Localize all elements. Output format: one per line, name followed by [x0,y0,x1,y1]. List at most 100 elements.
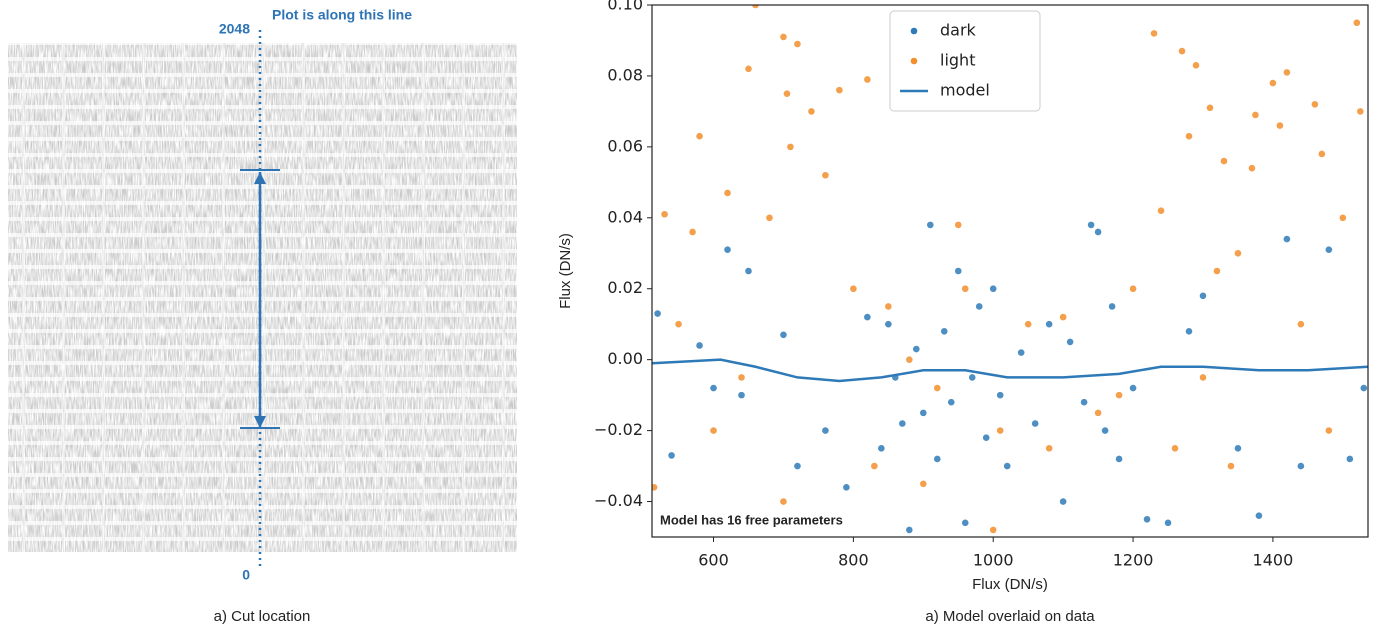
point [745,65,752,73]
point [871,462,878,470]
point [850,285,857,293]
point [738,391,745,399]
point [689,228,696,236]
point [1017,349,1025,356]
point [913,345,920,353]
x-tick-label: 1000 [973,551,1014,570]
point [919,409,927,417]
model-line [652,358,1368,383]
image-noise [8,43,517,552]
point [745,267,752,275]
point [1297,462,1305,470]
point [989,526,997,534]
legend: dark light model [889,10,1041,112]
point [1269,79,1277,87]
point [906,526,913,534]
point [1283,235,1291,243]
point [1094,409,1102,417]
point [933,384,941,392]
point [710,427,717,434]
point [1234,249,1242,257]
point [766,214,773,222]
point [1360,384,1368,392]
top-label: 2048 [219,21,250,37]
point [933,455,941,463]
x-tick-label: 1200 [1113,551,1154,570]
point [919,480,927,488]
point [808,108,815,115]
point [696,132,703,140]
point [1108,303,1116,310]
x-tick-label: 1400 [1253,551,1294,570]
point [1248,164,1256,172]
y-label: Flux (DN/s) [557,233,574,309]
point [1031,420,1039,427]
point [940,327,948,335]
point [1171,445,1179,452]
point [780,33,787,41]
point [675,320,682,328]
y-tick-label: −0.04 [594,491,643,510]
point [1297,320,1305,328]
point [780,331,787,339]
point [1129,384,1137,392]
point [926,221,934,229]
point [1045,445,1053,452]
point [989,285,997,293]
point [1276,122,1284,129]
point [783,90,791,97]
point [1318,150,1326,158]
point [843,484,850,491]
point [1024,320,1032,328]
point [1129,285,1137,293]
point [836,86,843,94]
point [1311,101,1319,108]
point [954,221,962,229]
point [878,445,885,452]
point [885,320,892,328]
point [1059,313,1067,321]
point [996,427,1004,434]
point [1059,498,1067,505]
point [968,374,976,381]
point [961,285,969,293]
point [899,420,906,427]
point [1206,104,1214,112]
point [864,313,871,321]
y-tick-label: 0.02 [607,278,643,297]
legend-label: model [940,81,990,100]
point [1199,292,1207,300]
point [794,462,801,470]
point [654,310,661,317]
point [661,210,668,218]
point [1234,445,1242,452]
point [1192,61,1200,69]
point [724,246,731,254]
point [1227,462,1235,470]
point [668,452,675,459]
point [1143,515,1151,523]
point [1283,69,1291,76]
bottom-label: 0 [242,567,250,583]
point [1325,246,1333,254]
legend-marker [910,27,918,35]
point [752,5,759,9]
point [885,303,892,310]
point [961,519,969,527]
plot-area [652,5,1368,534]
axes-frame [651,4,1369,538]
point [1185,327,1193,335]
point [864,76,871,83]
point [787,143,794,151]
x-label: Flux (DN/s) [972,576,1048,593]
point [1150,30,1158,37]
point [1346,455,1354,463]
point [906,356,913,363]
annotation: Model has 16 free parameters [660,512,843,527]
point [696,342,703,349]
point [724,189,731,197]
point [1357,108,1364,115]
point [1325,427,1333,434]
point [947,398,955,406]
